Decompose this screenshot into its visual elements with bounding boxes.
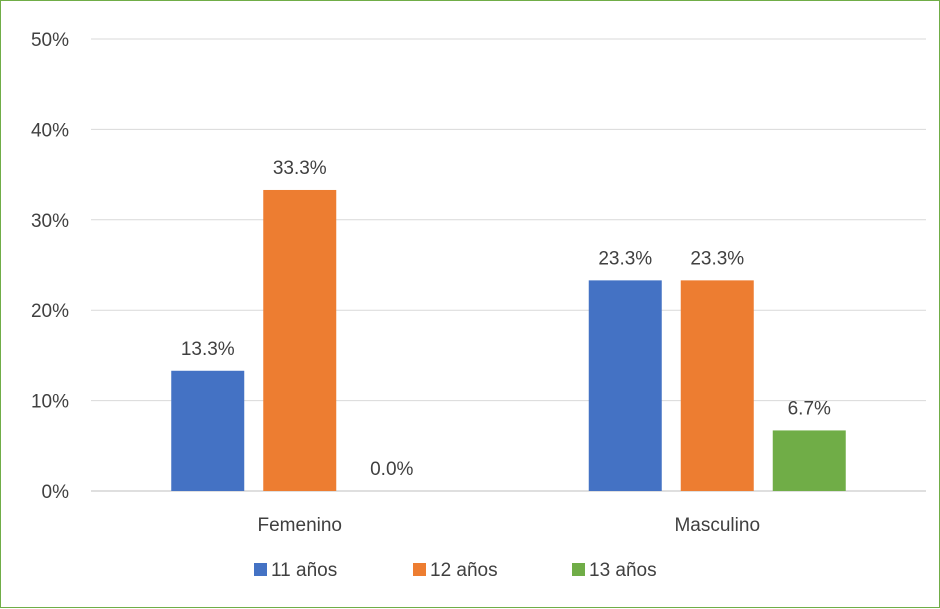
- bar: [171, 370, 245, 491]
- legend-label: 11 años: [271, 560, 337, 581]
- y-tick-label: 20%: [31, 301, 69, 322]
- y-tick-label: 40%: [31, 120, 69, 141]
- data-label: 13.3%: [181, 339, 235, 360]
- legend-swatch: [572, 563, 585, 576]
- bar: [680, 280, 754, 491]
- legend-swatch: [254, 563, 267, 576]
- data-label: 23.3%: [690, 248, 744, 269]
- data-label: 33.3%: [273, 158, 327, 179]
- x-category-label: Femenino: [258, 515, 343, 536]
- data-label: 6.7%: [788, 398, 831, 419]
- y-tick-label: 10%: [31, 392, 69, 413]
- x-category-label: Masculino: [674, 515, 760, 536]
- legend-swatch: [413, 563, 426, 576]
- data-label: 23.3%: [598, 248, 652, 269]
- y-tick-label: 0%: [42, 482, 70, 503]
- y-tick-label: 50%: [31, 30, 69, 51]
- bar: [263, 189, 337, 491]
- bar: [772, 430, 846, 491]
- y-tick-label: 30%: [31, 211, 69, 232]
- bar: [588, 280, 662, 491]
- data-label: 0.0%: [370, 459, 413, 480]
- legend-label: 12 años: [430, 560, 498, 581]
- legend-label: 13 años: [589, 560, 657, 581]
